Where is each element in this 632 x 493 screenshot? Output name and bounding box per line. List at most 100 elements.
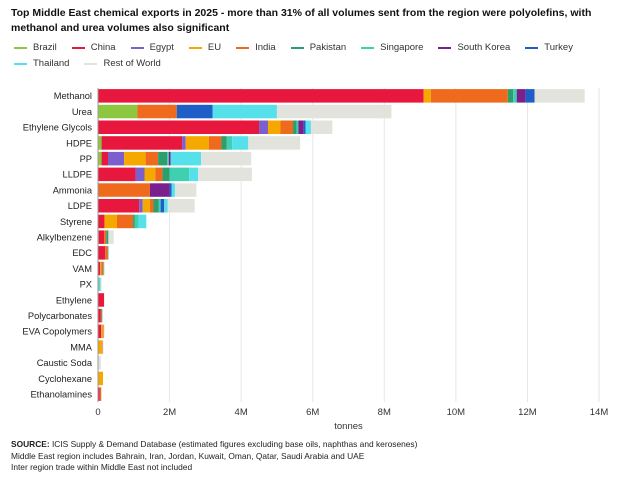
bar-segment-edc-pakistan <box>107 246 109 260</box>
x-axis-label: tonnes <box>334 421 363 432</box>
bar-segment-lldpe-thailand <box>189 167 199 182</box>
bar-segment-vam-pakistan <box>103 261 104 276</box>
bar-segment-alkylbenzene-india <box>104 230 107 244</box>
legend-item-eu: EU <box>188 41 222 54</box>
category-label-urea: Urea <box>72 107 93 117</box>
bar-segment-methanol-rest-of-world <box>534 89 585 103</box>
bar-segment-ldpe-singapore <box>158 198 161 213</box>
legend-label: EU <box>207 42 222 53</box>
category-label-px: PX <box>80 280 92 290</box>
bar-segment-methanol-china <box>98 89 424 103</box>
trade-note: Inter region trade within Middle East no… <box>11 462 193 472</box>
legend-swatch <box>14 46 27 49</box>
bar-segment-ldpe-egypt <box>139 198 143 213</box>
bar-segment-ethylene-glycols-china <box>98 120 260 135</box>
legend-swatch <box>525 46 539 49</box>
bar-segment-ethylene-glycols-egypt <box>259 120 268 135</box>
bar-segment-styrene-india <box>116 214 134 229</box>
legend-item-rest-of-world: Rest of World <box>84 57 161 70</box>
category-label-ethanolamines: Ethanolamines <box>30 389 92 399</box>
bar-segment-alkylbenzene-rest-of-world <box>108 230 114 244</box>
bar-segment-urea-brazil <box>98 104 138 119</box>
bar-segment-pp-india <box>145 151 159 166</box>
bar-segment-polycarbonates-india <box>100 308 102 323</box>
legend-swatch <box>438 46 452 49</box>
bar-segment-lldpe-eu <box>144 167 156 182</box>
legend-label: South Korea <box>457 42 511 53</box>
bar-segment-hdpe-india <box>208 136 222 150</box>
bar-segment-urea-india <box>137 104 177 119</box>
category-label-pp: PP <box>80 154 92 164</box>
category-label-vam: VAM <box>73 264 92 274</box>
bar-segment-eva-copolymers-china <box>98 324 102 339</box>
bar-segment-cyclohexane-eu <box>98 371 104 386</box>
bars <box>98 89 585 401</box>
bar-segment-ldpe-china <box>98 198 140 213</box>
bar-segment-vam-china <box>98 261 101 276</box>
x-tick-label: 14M <box>590 407 609 418</box>
bar-segment-ethylene-glycols-eu <box>267 120 281 135</box>
bar-segment-pp-egypt <box>108 151 125 166</box>
legend-label: China <box>90 42 116 53</box>
axes: 0 2M 4M 6M 8M 10M 12M 14M tonnes Methanol Urea Ethy… <box>22 88 608 432</box>
bar-segment-styrene-eu <box>104 214 117 229</box>
x-tick-label: 0 <box>95 407 100 418</box>
category-label-edc: EDC <box>72 248 92 258</box>
category-label-caustic-soda: Caustic Soda <box>37 358 93 368</box>
bar-segment-ammonia-india <box>98 183 150 197</box>
bar-segment-polycarbonates-china <box>98 308 101 323</box>
source-label: SOURCE: <box>11 439 50 449</box>
bar-segment-methanol-india <box>430 89 508 103</box>
bar-segment-hdpe-egypt <box>182 136 186 150</box>
legend-item-turkey: Turkey <box>525 41 573 54</box>
category-label-mma: MMA <box>70 342 92 352</box>
bar-segment-ethylene-glycols-rest-of-world <box>310 120 333 135</box>
bar-segment-ethylene-glycols-thailand <box>305 120 311 135</box>
bar-segment-polycarbonates-pakistan <box>101 308 103 323</box>
category-label-polycarbonates: Polycarbonates <box>28 311 92 321</box>
bar-segment-hdpe-pakistan <box>221 136 227 150</box>
bar-segment-methanol-turkey <box>525 89 535 103</box>
x-tick-label: 10M <box>447 407 466 418</box>
legend-label: Pakistan <box>309 42 347 53</box>
bar-segment-hdpe-singapore <box>226 136 233 150</box>
bar-segment-pp-rest-of-world <box>201 151 252 166</box>
bar-segment-methanol-singapore <box>513 89 517 103</box>
bar-segment-ammonia-turkey <box>169 183 172 197</box>
bar-segment-vam-eu <box>100 261 102 276</box>
legend-item-thailand: Thailand <box>14 57 69 70</box>
bar-segment-styrene-thailand <box>138 214 147 229</box>
bar-segment-lldpe-pakistan <box>162 167 170 182</box>
legend-swatch <box>290 46 304 49</box>
bar-segment-hdpe-china <box>101 136 183 150</box>
bar-segment-caustic-soda-rest-of-world <box>98 355 101 370</box>
stacked-bar-chart: 0 2M 4M 6M 8M 10M 12M 14M tonnes Methanol Urea Ethy… <box>22 88 608 432</box>
legend-item-china: China <box>71 41 116 54</box>
legend-swatch <box>71 46 85 49</box>
legend-swatch <box>236 46 250 49</box>
bar-segment-eva-copolymers-india <box>102 324 104 339</box>
bar-segment-lldpe-egypt <box>135 167 145 182</box>
legend-item-brazil: Brazil <box>14 41 57 54</box>
category-label-eva-copolymers: EVA Copolymers <box>22 327 92 337</box>
grid-lines <box>169 88 600 402</box>
bar-segment-edc-india <box>105 246 108 260</box>
bar-segment-ldpe-turkey <box>160 198 165 213</box>
bar-segment-ldpe-thailand <box>164 198 168 213</box>
bar-segment-pp-singapore <box>167 151 169 166</box>
bar-segment-pp-brazil <box>98 151 102 166</box>
bar-segment-edc-china <box>98 246 106 260</box>
bar-segment-pp-south-korea <box>168 151 171 166</box>
bar-segment-eva-copolymers-rest-of-world <box>103 324 105 339</box>
bar-segment-pp-china <box>101 151 109 166</box>
x-tick-label: 4M <box>235 407 248 418</box>
category-label-methanol: Methanol <box>54 91 92 101</box>
bar-segment-vam-india <box>101 261 104 276</box>
x-tick-label: 8M <box>378 407 391 418</box>
legend-label: Thailand <box>33 58 70 69</box>
source-line: SOURCE: ICIS Supply & Demand Database (e… <box>11 439 621 451</box>
bar-segment-hdpe-eu <box>185 136 209 150</box>
x-tick-label: 6M <box>306 407 319 418</box>
bar-segment-ethylene-glycols-turkey <box>303 120 306 135</box>
region-note: Middle East region includes Bahrain, Ira… <box>11 450 365 461</box>
